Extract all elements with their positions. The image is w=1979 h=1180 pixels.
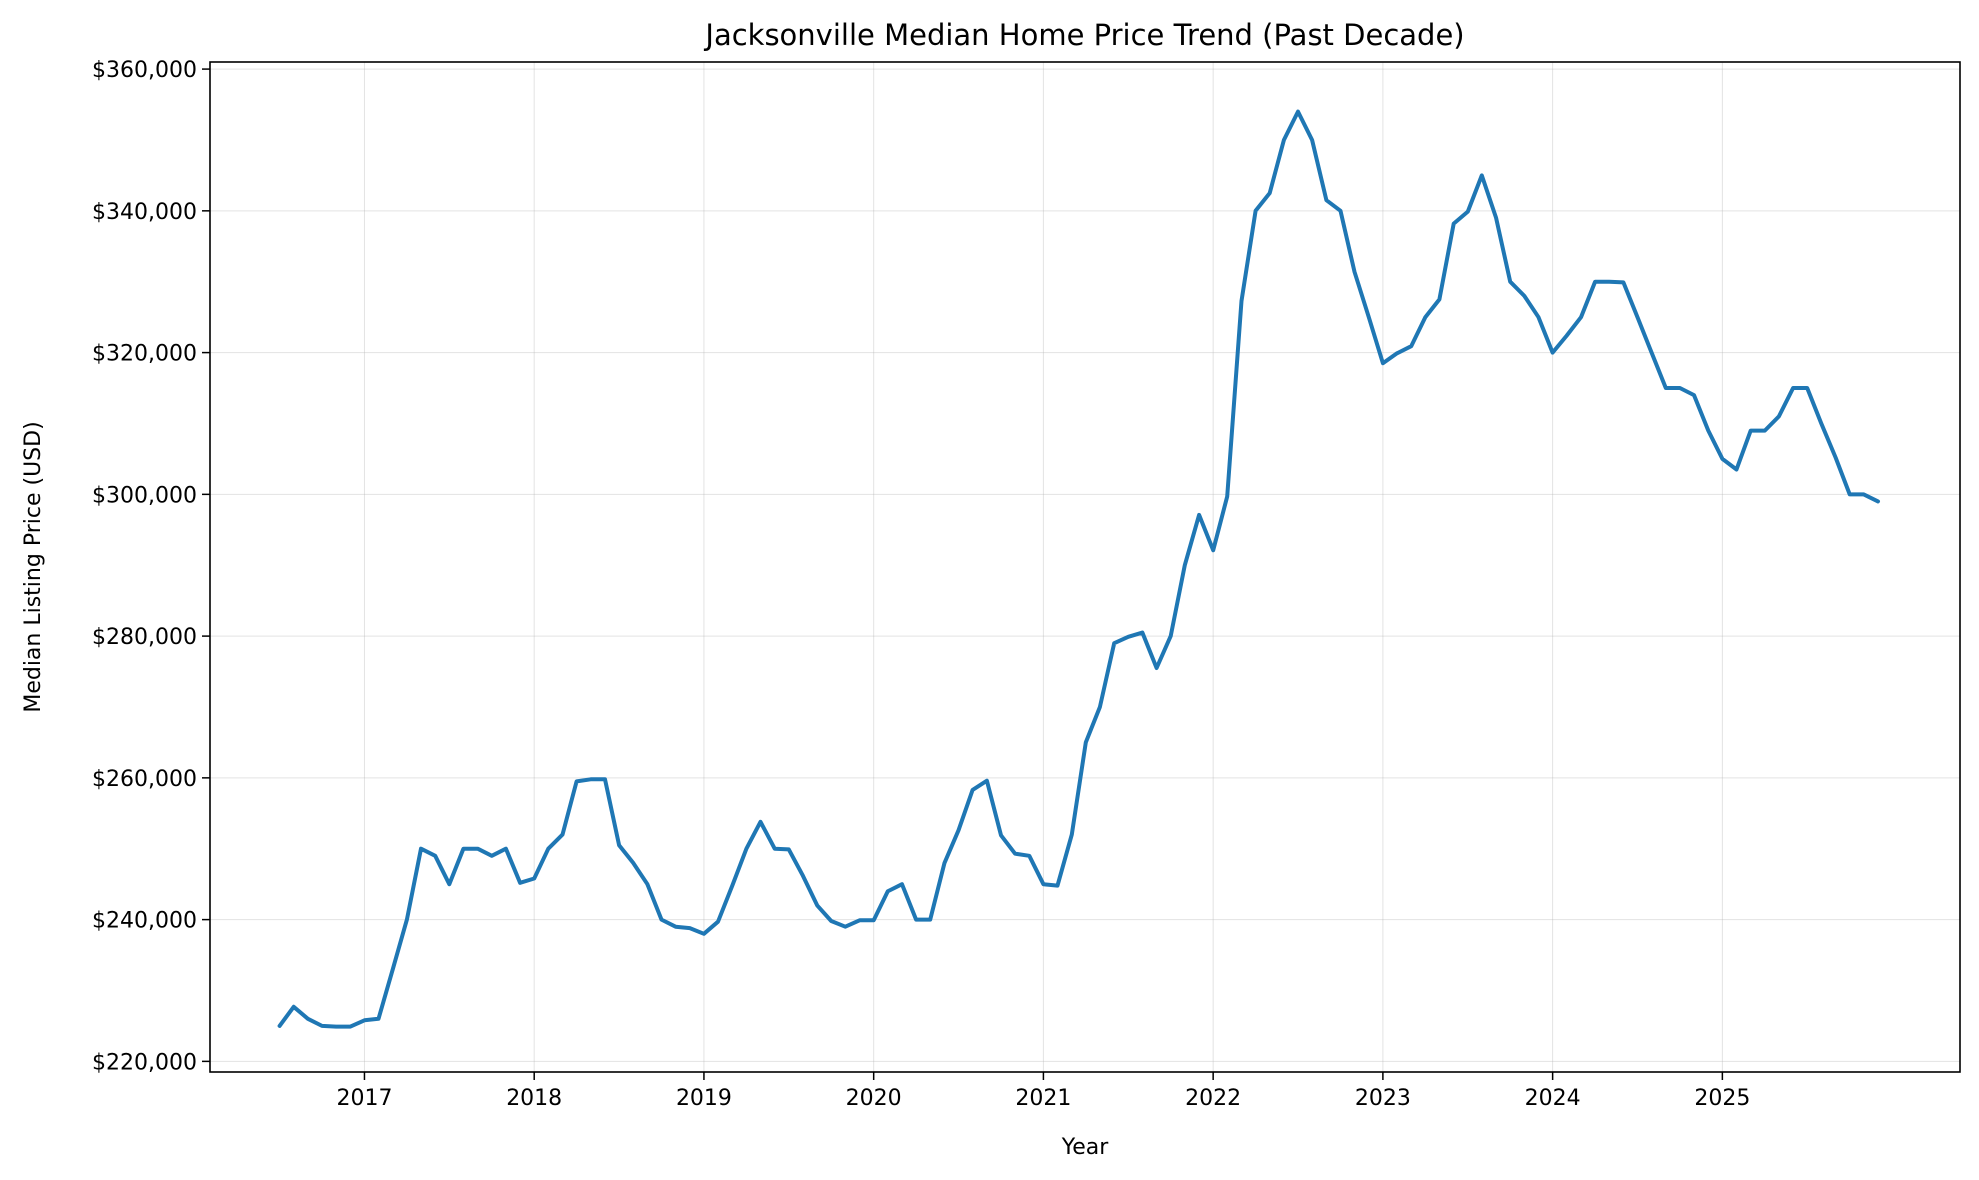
x-axis-title: Year: [1061, 1135, 1110, 1160]
x-tick-label: 2020: [846, 1086, 902, 1111]
y-tick-label: $260,000: [92, 767, 197, 792]
y-tick-label: $320,000: [92, 342, 197, 367]
y-tick-label: $360,000: [92, 58, 197, 83]
series-layer: [277, 109, 1880, 1029]
y-tick-label: $240,000: [92, 909, 197, 934]
x-tick-label: 2017: [336, 1086, 392, 1111]
grid-layer: [210, 62, 1960, 1072]
x-tick-label: 2025: [1694, 1086, 1750, 1111]
y-axis-title: Median Listing Price (USD): [21, 421, 46, 712]
tick-layer: 2017 2018 2019 2020 2021 2022 2023 2024 2025 $220…: [92, 58, 1750, 1111]
chart-title: Jacksonville Median Home Price Trend (Pa…: [703, 18, 1464, 52]
x-tick-label: 2022: [1185, 1086, 1241, 1111]
x-tick-label: 2018: [506, 1086, 562, 1111]
y-tick-label: $220,000: [92, 1050, 197, 1075]
series-line: [277, 109, 1880, 1029]
y-tick-label: $280,000: [92, 625, 197, 650]
x-tick-label: 2019: [676, 1086, 732, 1111]
x-tick-label: 2023: [1355, 1086, 1411, 1111]
plot-frame: [209, 61, 1961, 1073]
y-tick-label: $340,000: [92, 200, 197, 225]
x-tick-label: 2024: [1525, 1086, 1581, 1111]
y-tick-label: $300,000: [92, 483, 197, 508]
x-tick-label: 2021: [1015, 1086, 1071, 1111]
